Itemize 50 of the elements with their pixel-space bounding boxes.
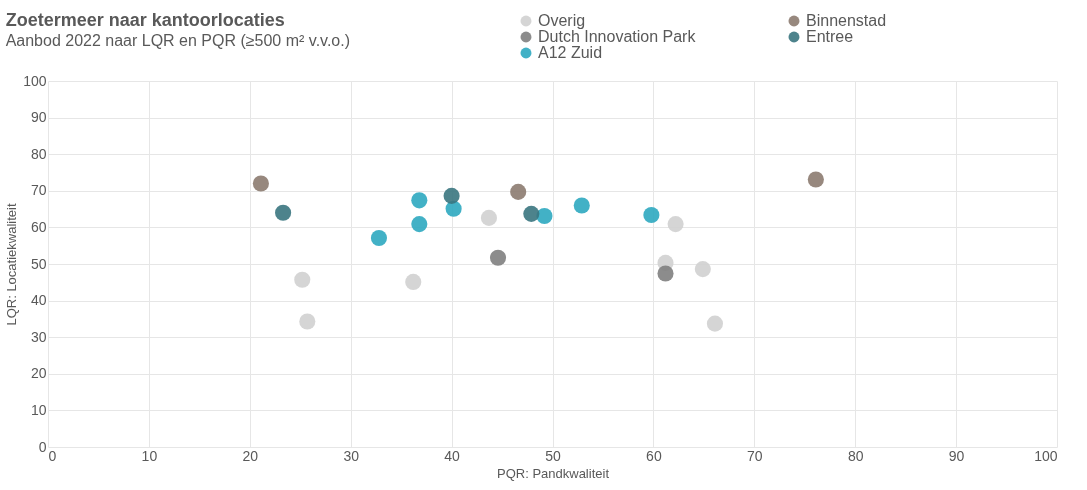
- y-tick-label: 70: [30, 182, 47, 199]
- x-tick-label: 40: [444, 447, 461, 464]
- point: [443, 187, 460, 204]
- point: [275, 204, 292, 221]
- point: [370, 229, 388, 247]
- point: [536, 208, 553, 225]
- x-tick-label: 80: [847, 447, 864, 464]
- point: [411, 192, 428, 209]
- x-axis-title: PQR: Pandkwaliteit: [497, 465, 610, 481]
- x-tick-label: 70: [747, 447, 763, 464]
- y-tick-label: 30: [30, 328, 47, 345]
- point: [489, 249, 507, 266]
- y-tick-label: 40: [30, 292, 47, 309]
- point: [523, 205, 540, 222]
- y-tick-label: 50: [30, 255, 47, 272]
- point: [706, 315, 724, 332]
- point: [657, 265, 674, 282]
- y-tick-label: 60: [30, 218, 47, 235]
- chart-title: Zoetermeer naar kantoorlocaties: [5, 10, 285, 30]
- point: [299, 313, 316, 330]
- y-tick-label: 80: [30, 145, 47, 162]
- point: [294, 271, 311, 288]
- y-tick-label: 90: [30, 109, 47, 126]
- point: [510, 183, 527, 200]
- y-tick-label: 100: [23, 72, 47, 89]
- point: [807, 171, 824, 188]
- legend-label: Overig: [538, 12, 586, 29]
- point: [573, 197, 590, 214]
- y-tick-label: 20: [30, 365, 47, 382]
- point: [694, 261, 711, 278]
- x-tick-label: 60: [646, 447, 662, 464]
- point: [411, 216, 428, 233]
- x-tick-label: 90: [948, 447, 965, 464]
- x-tick-label: 20: [242, 447, 259, 464]
- chart-subtitle: Aanbod 2022 naar LQR en PQR (≥500 m² v.v.o.): [5, 32, 350, 49]
- legend-label: Entree: [806, 28, 854, 45]
- y-axis-title: LQR: Locatiekwaliteit: [4, 203, 20, 326]
- point: [405, 273, 422, 290]
- legend-label: Dutch Innovation Park: [538, 28, 697, 45]
- point: [252, 175, 269, 192]
- legend-label: Binnenstad: [806, 12, 887, 29]
- point: [480, 209, 497, 226]
- x-tick-label: 50: [545, 447, 561, 464]
- x-tick-label: 30: [343, 447, 360, 464]
- point: [667, 216, 684, 233]
- x-tick-label: 100: [1034, 447, 1058, 464]
- y-tick-label: 10: [30, 401, 47, 418]
- legend-label: A12 Zuid: [538, 44, 603, 61]
- point: [643, 206, 660, 223]
- x-tick-label: 10: [141, 447, 158, 464]
